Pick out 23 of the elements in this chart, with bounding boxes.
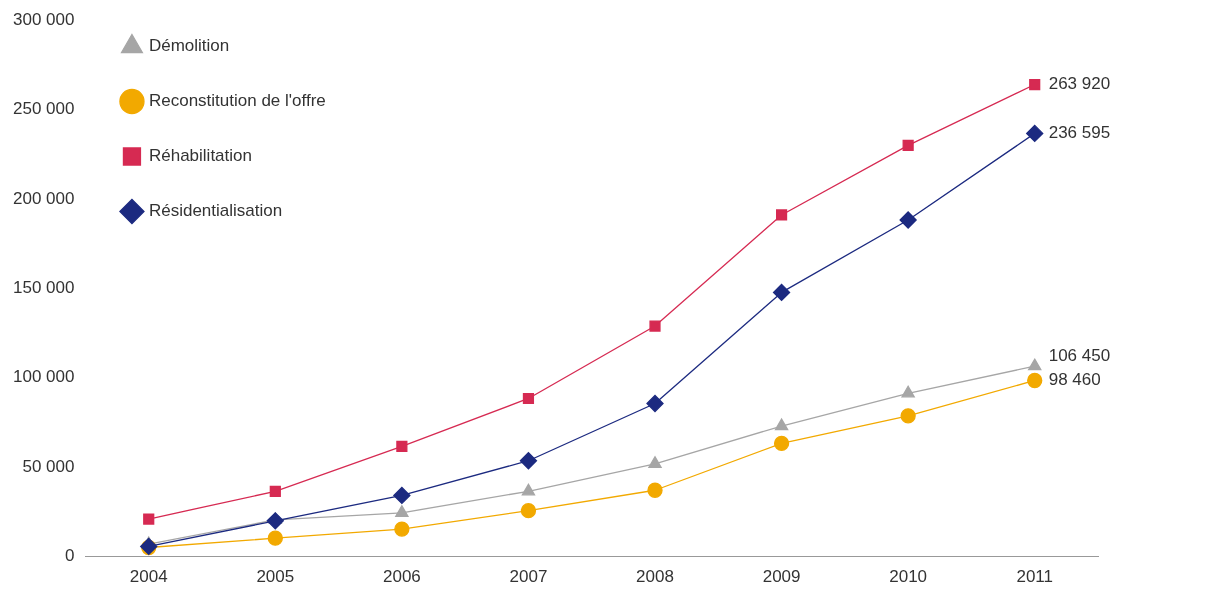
x-tick-label: 2005: [256, 567, 295, 587]
y-tick-label: 150 000: [13, 277, 75, 297]
x-tick-label: 2010: [889, 567, 928, 587]
x-tick-label: 2009: [762, 567, 801, 587]
data-label: 236 595: [1048, 123, 1111, 143]
data-label: 263 920: [1048, 74, 1111, 94]
y-tick-label: 0: [64, 546, 75, 566]
y-tick-label: 250 000: [13, 99, 75, 119]
y-tick-label: 50 000: [22, 456, 75, 476]
x-tick-label: 2007: [509, 567, 548, 587]
y-tick-label: 100 000: [13, 367, 75, 387]
y-tick-label: 200 000: [13, 188, 75, 208]
legend-label: Résidentialisation: [148, 201, 283, 221]
legend-label: Réhabilitation: [148, 146, 252, 166]
x-tick-label: 2006: [382, 567, 421, 587]
y-tick-label: 300 000: [13, 9, 75, 29]
x-tick-label: 2011: [1016, 567, 1053, 587]
legend-label: Reconstitution de l'offre: [148, 91, 326, 111]
data-label: 106 450: [1048, 346, 1111, 366]
x-tick-label: 2008: [636, 567, 674, 587]
legend-label: Démolition: [148, 36, 230, 56]
data-label: 98 460: [1048, 370, 1101, 390]
x-tick-label: 2004: [129, 567, 168, 587]
